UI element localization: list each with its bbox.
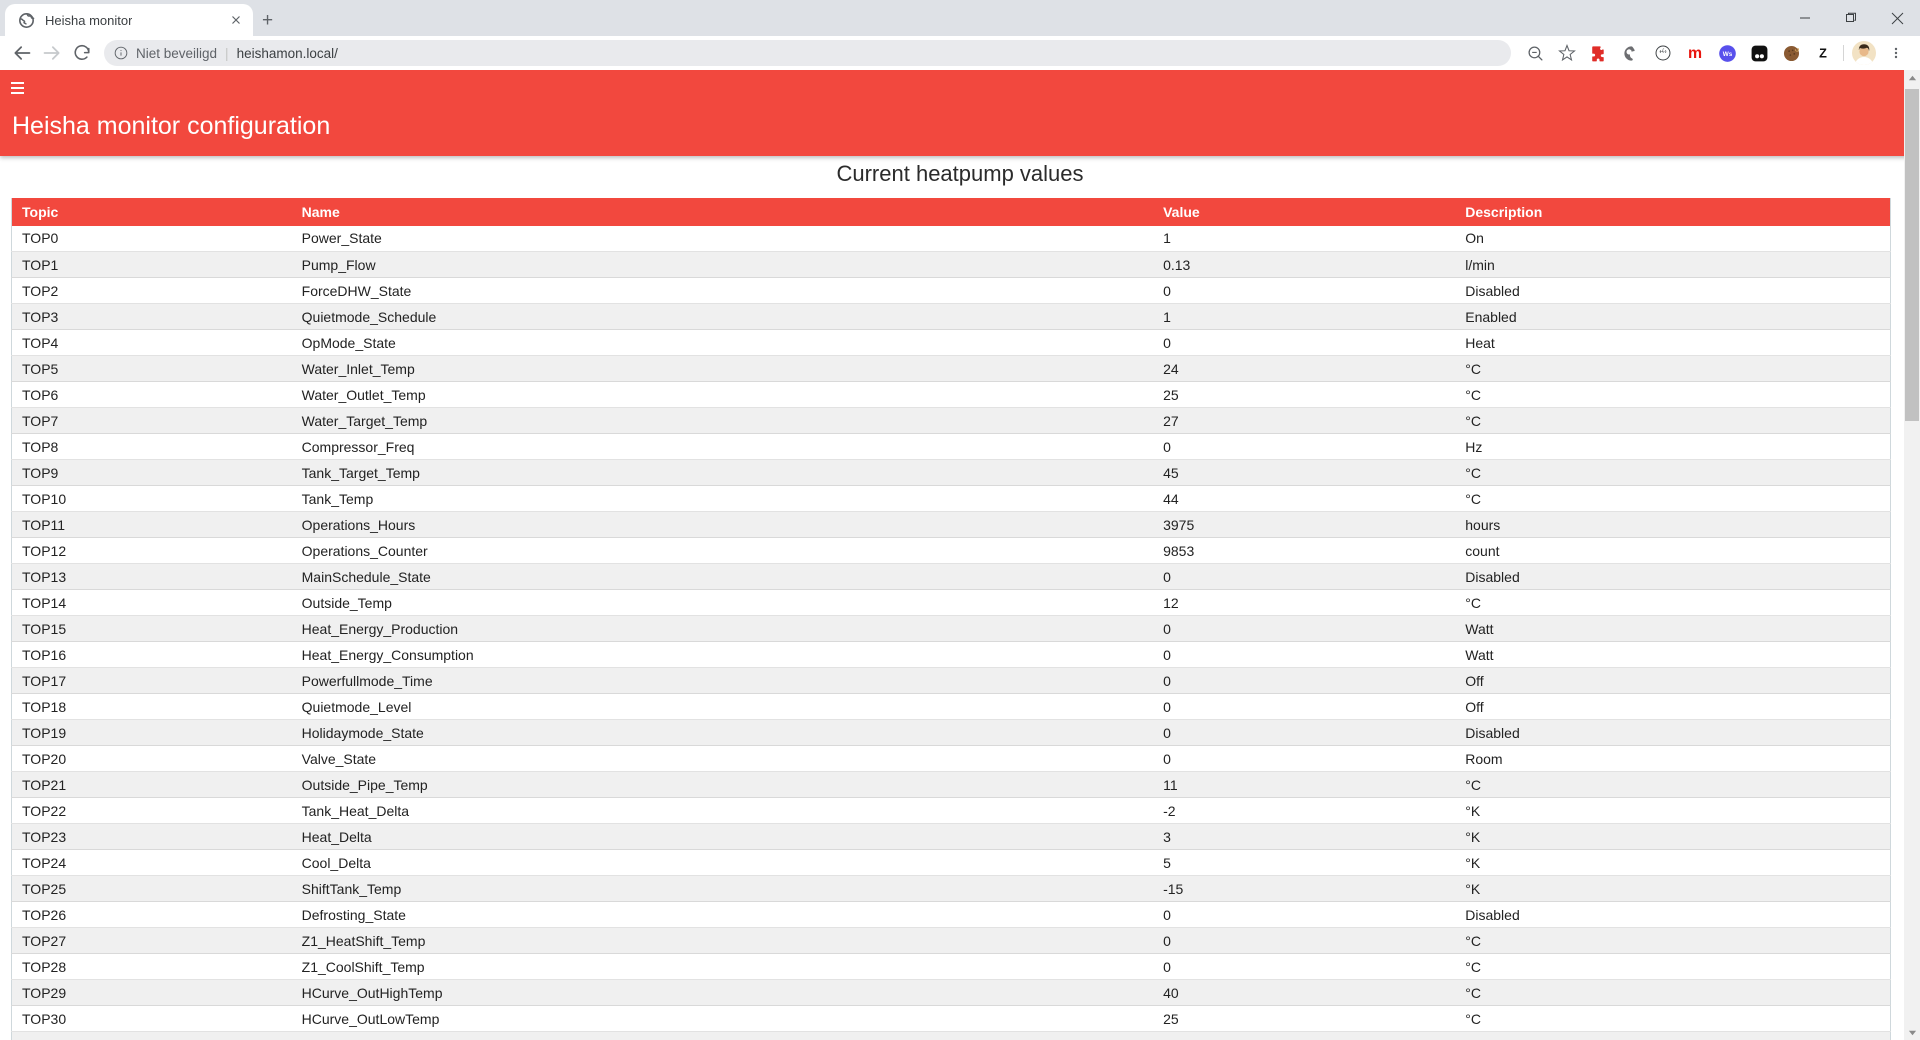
svg-text:{: { <box>1662 48 1665 54</box>
svg-text:Ws: Ws <box>1722 50 1732 57</box>
svg-text:m: m <box>1688 45 1702 62</box>
svg-text:Z: Z <box>1819 47 1827 61</box>
